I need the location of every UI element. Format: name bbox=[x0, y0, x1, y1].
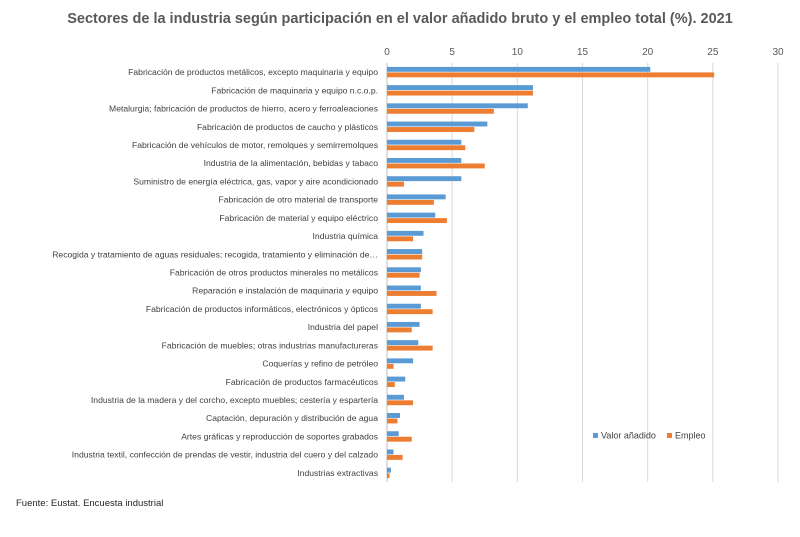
x-tick-label: 5 bbox=[449, 47, 455, 58]
bar-empleo bbox=[387, 291, 437, 296]
x-tick-label: 0 bbox=[384, 47, 390, 58]
bar-empleo bbox=[387, 345, 433, 351]
legend-label: Empleo bbox=[675, 431, 706, 441]
legend-swatch bbox=[593, 433, 598, 438]
x-axis-ticks: 0 5 10 15 20 25 30 bbox=[384, 47, 784, 58]
bar-valor-anadido bbox=[387, 321, 420, 327]
category-label: Fabricación de productos metálicos, exce… bbox=[128, 67, 378, 77]
bar-valor-anadido bbox=[387, 103, 528, 109]
bar-empleo bbox=[387, 254, 423, 260]
legend-label: Valor añadido bbox=[601, 431, 656, 441]
category-label: Industria de la madera y del corcho, exc… bbox=[91, 395, 378, 405]
bar-valor-anadido bbox=[387, 157, 462, 163]
bar-empleo bbox=[387, 145, 466, 151]
chart-title: Sectores de la industria según participa… bbox=[67, 11, 733, 27]
category-label: Reparación e instalación de maquinaria y… bbox=[192, 286, 378, 296]
x-tick-label: 15 bbox=[577, 47, 589, 58]
bar-valor-anadido bbox=[387, 467, 391, 473]
category-label: Suministro de energía eléctrica, gas, va… bbox=[133, 176, 378, 186]
bar-empleo bbox=[387, 400, 414, 406]
gridlines bbox=[386, 63, 779, 482]
bar-valor-anadido bbox=[387, 66, 651, 72]
bar-empleo bbox=[387, 163, 485, 169]
bar-empleo bbox=[387, 327, 412, 333]
category-label: Metalurgia; fabricación de productos de … bbox=[109, 104, 378, 114]
bar-valor-anadido bbox=[387, 340, 419, 346]
bar-valor-anadido bbox=[387, 176, 462, 182]
bar-valor-anadido bbox=[387, 121, 488, 127]
bar-valor-anadido bbox=[387, 358, 414, 364]
category-label: Coquerías y refino de petróleo bbox=[262, 359, 378, 369]
bar-empleo bbox=[387, 454, 403, 460]
bar-valor-anadido bbox=[387, 449, 394, 455]
category-label: Artes gráficas y reproducción de soporte… bbox=[181, 431, 378, 441]
category-labels: Fabricación de productos metálicos, exce… bbox=[52, 67, 378, 478]
category-label: Fabricación de productos de caucho y plá… bbox=[197, 122, 378, 132]
source-note: Fuente: Eustat. Encuesta industrial bbox=[16, 498, 164, 509]
bars bbox=[387, 66, 715, 479]
category-label: Fabricación de productos farmacéuticos bbox=[226, 377, 378, 387]
legend-swatch bbox=[667, 433, 672, 438]
bar-empleo bbox=[387, 473, 390, 479]
bar-empleo bbox=[387, 72, 715, 78]
bar-empleo bbox=[387, 363, 394, 369]
bar-empleo bbox=[387, 108, 494, 114]
legend: Valor añadido Empleo bbox=[593, 431, 706, 441]
bar-empleo bbox=[387, 90, 533, 96]
category-label: Fabricación de maquinaria y equipo n.c.o… bbox=[211, 85, 378, 95]
bar-valor-anadido bbox=[387, 212, 436, 218]
category-label: Fabricación de material y equipo eléctri… bbox=[219, 213, 378, 223]
bar-empleo bbox=[387, 218, 447, 224]
bar-empleo bbox=[387, 272, 420, 278]
category-label: Fabricación de productos informáticos, e… bbox=[146, 304, 378, 314]
bar-valor-anadido bbox=[387, 303, 421, 309]
bar-valor-anadido bbox=[387, 194, 446, 200]
category-label: Industrias extractivas bbox=[297, 468, 378, 478]
x-tick-label: 25 bbox=[707, 47, 719, 58]
category-label: Recogida y tratamiento de aguas residual… bbox=[52, 249, 378, 259]
bar-empleo bbox=[387, 309, 433, 315]
category-label: Industria de la alimentación, bebidas y … bbox=[204, 158, 379, 168]
category-label: Industria del papel bbox=[308, 322, 378, 332]
category-label: Fabricación de muebles; otras industrias… bbox=[162, 340, 378, 350]
x-tick-label: 20 bbox=[642, 47, 654, 58]
bar-valor-anadido bbox=[387, 394, 404, 400]
category-label: Fabricación de vehículos de motor, remol… bbox=[132, 140, 378, 150]
bar-empleo bbox=[387, 436, 412, 442]
category-label: Fabricación de otro material de transpor… bbox=[218, 195, 378, 205]
bar-empleo bbox=[387, 418, 398, 424]
category-label: Industria textil, confección de prendas … bbox=[72, 450, 378, 460]
bar-valor-anadido bbox=[387, 139, 462, 145]
bar-valor-anadido bbox=[387, 285, 421, 291]
bar-valor-anadido bbox=[387, 413, 401, 418]
bar-empleo bbox=[387, 199, 434, 205]
bar-valor-anadido bbox=[387, 249, 423, 254]
x-tick-label: 30 bbox=[772, 47, 784, 58]
x-tick-label: 10 bbox=[512, 47, 524, 58]
bar-empleo bbox=[387, 127, 475, 132]
bar-empleo bbox=[387, 382, 395, 388]
bar-valor-anadido bbox=[387, 376, 406, 382]
bar-valor-anadido bbox=[387, 85, 533, 91]
bar-empleo bbox=[387, 181, 404, 187]
bar-valor-anadido bbox=[387, 230, 424, 236]
bar-valor-anadido bbox=[387, 431, 399, 437]
category-label: Industria química bbox=[313, 231, 379, 241]
category-label: Fabricación de otros productos minerales… bbox=[170, 268, 378, 278]
category-label: Captación, depuración y distribución de … bbox=[206, 413, 378, 423]
bar-valor-anadido bbox=[387, 267, 421, 273]
bar-empleo bbox=[387, 236, 414, 242]
